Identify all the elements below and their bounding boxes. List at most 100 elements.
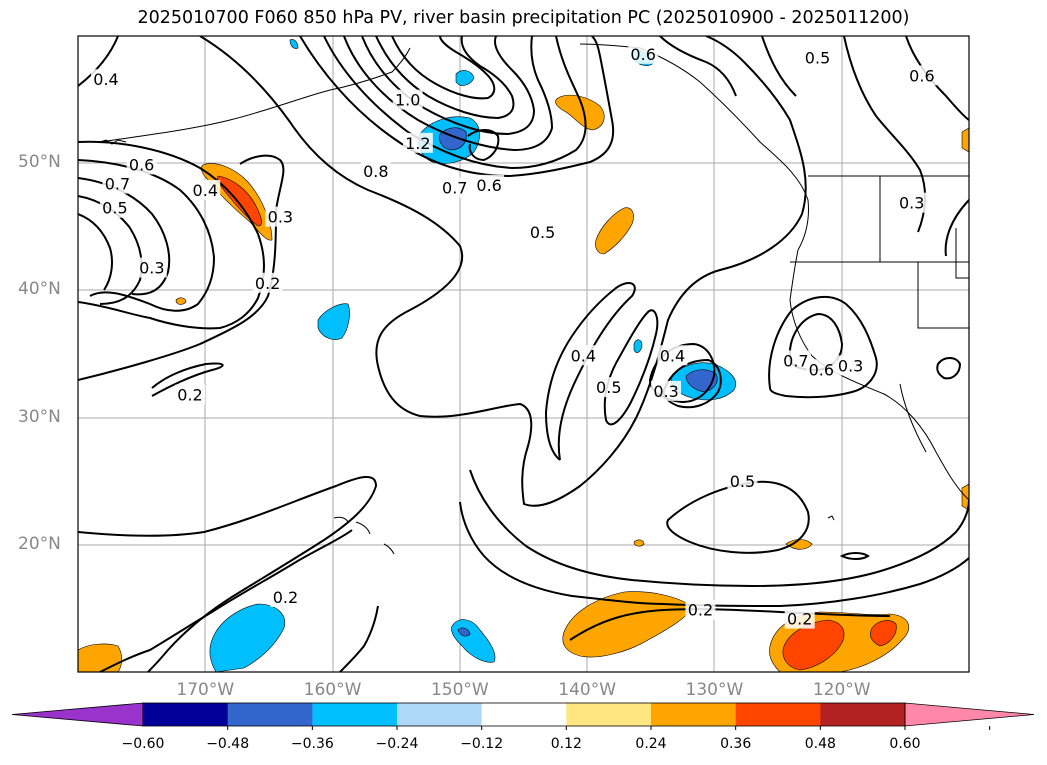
contour-label: 0.5 bbox=[730, 472, 755, 491]
pv-contours bbox=[78, 36, 969, 672]
colorbar-swatch bbox=[312, 703, 398, 726]
colorbar-swatch bbox=[481, 703, 567, 726]
contour-label: 0.5 bbox=[596, 378, 621, 397]
colorbar-tick-label: −0.48 bbox=[206, 736, 250, 752]
colorbar-tick-label: −0.36 bbox=[290, 736, 334, 752]
contour-label-background bbox=[474, 174, 505, 195]
contour-label: 0.6 bbox=[909, 66, 934, 85]
contour-label-background bbox=[657, 345, 688, 366]
negative-precip-area bbox=[289, 39, 299, 49]
contour-label-background bbox=[727, 471, 758, 492]
contour-label: 0.8 bbox=[363, 162, 388, 181]
contour-label-background bbox=[102, 173, 133, 194]
contour-label-background bbox=[99, 197, 130, 218]
contour-label: 0.7 bbox=[783, 351, 808, 370]
precipitation-shading bbox=[78, 39, 969, 672]
contour-label-background bbox=[802, 47, 833, 68]
strong-positive-precip-area bbox=[870, 620, 897, 647]
contour-label: 0.7 bbox=[105, 175, 130, 194]
contour-label: 0.4 bbox=[193, 181, 218, 200]
positive-precip-area bbox=[785, 539, 813, 550]
contour-label-background bbox=[806, 359, 837, 380]
contour-label-background bbox=[265, 206, 296, 227]
colorbar-extend-min bbox=[11, 702, 144, 727]
contour-label: 0.5 bbox=[530, 223, 555, 242]
contour-label-background bbox=[628, 43, 659, 64]
positive-precip-area bbox=[175, 297, 187, 305]
contour-label: 0.6 bbox=[809, 360, 834, 379]
contour-label: 0.5 bbox=[102, 199, 127, 218]
contour-label-background bbox=[91, 69, 122, 90]
contour-label-background bbox=[835, 355, 866, 376]
colorbar-tick-label: 0.12 bbox=[550, 736, 582, 752]
contour-label-background bbox=[651, 380, 682, 401]
latitude-label: 50°N bbox=[18, 152, 61, 173]
positive-precip-area bbox=[78, 643, 123, 672]
colorbar-tick-label: −0.24 bbox=[375, 736, 419, 752]
negative-precip-area bbox=[451, 619, 496, 663]
contour-label: 0.4 bbox=[660, 346, 685, 365]
contour-label: 0.2 bbox=[255, 274, 280, 293]
contour-label-background bbox=[175, 384, 206, 405]
contour-label-background bbox=[906, 65, 937, 86]
longitude-label: 160°W bbox=[303, 680, 362, 700]
contour-label: 0.2 bbox=[177, 386, 202, 405]
colorbar-swatch bbox=[566, 703, 652, 726]
graticule bbox=[78, 36, 969, 672]
contour-label-background bbox=[126, 154, 157, 175]
contour-label: 0.3 bbox=[653, 382, 678, 401]
contour-label: 0.4 bbox=[571, 346, 596, 365]
positive-precip-area bbox=[562, 591, 693, 658]
colorbar-swatch bbox=[143, 703, 229, 726]
positive-precip-area bbox=[595, 207, 634, 255]
contour-label-background bbox=[439, 177, 470, 198]
colorbar-swatch bbox=[397, 703, 483, 726]
contour-label-background bbox=[360, 160, 391, 181]
negative-precip-area bbox=[209, 603, 286, 672]
contour-label: 0.2 bbox=[787, 610, 812, 629]
colorbar-tick-label: 0.60 bbox=[889, 736, 921, 752]
contour-label-background bbox=[593, 377, 624, 398]
plot-frame bbox=[77, 35, 970, 673]
strong-negative-precip-area bbox=[457, 627, 471, 637]
contour-label-background bbox=[252, 272, 283, 293]
contour-label-background bbox=[784, 608, 815, 629]
colorbar-swatch bbox=[735, 703, 821, 726]
contour-label: 0.7 bbox=[442, 178, 467, 197]
strong-positive-precip-area bbox=[217, 175, 262, 227]
contour-label: 0.2 bbox=[273, 588, 298, 607]
map-title: 2025010700 F060 850 hPa PV, river basin … bbox=[137, 8, 910, 28]
contour-label: 0.3 bbox=[899, 194, 924, 213]
contour-label-background bbox=[780, 350, 811, 371]
coastlines bbox=[99, 43, 969, 555]
positive-precip-area bbox=[961, 127, 969, 153]
longitude-label: 140°W bbox=[558, 680, 617, 700]
contour-label: 1.2 bbox=[405, 134, 430, 153]
contour-label-background bbox=[527, 221, 558, 242]
colorbar-extend-max bbox=[904, 702, 1035, 727]
longitude-label: 120°W bbox=[812, 680, 871, 700]
contour-label: 1.0 bbox=[395, 91, 420, 110]
contour-label: 0.6 bbox=[476, 176, 501, 195]
contour-label-background bbox=[136, 257, 167, 278]
latitude-label: 20°N bbox=[18, 533, 61, 554]
colorbar-frame bbox=[142, 702, 906, 727]
contour-label-background bbox=[270, 586, 301, 607]
colorbar-tick-label: −0.60 bbox=[121, 736, 165, 752]
longitude-label: 170°W bbox=[176, 680, 235, 700]
negative-precip-area bbox=[633, 339, 643, 353]
contour-label-background bbox=[190, 179, 221, 200]
contour-label: 0.4 bbox=[93, 70, 118, 89]
positive-precip-area bbox=[555, 94, 605, 131]
contour-label-background bbox=[896, 192, 927, 213]
contour-label: 0.3 bbox=[268, 208, 293, 227]
negative-precip-area bbox=[455, 70, 475, 86]
colorbar-swatch bbox=[227, 703, 313, 726]
contour-label-background bbox=[392, 89, 423, 110]
negative-precip-area bbox=[317, 303, 350, 340]
latitude-label: 40°N bbox=[18, 279, 61, 300]
contour-label: 0.5 bbox=[805, 49, 830, 68]
positive-precip-area bbox=[633, 539, 645, 547]
colorbar-swatch bbox=[651, 703, 737, 726]
